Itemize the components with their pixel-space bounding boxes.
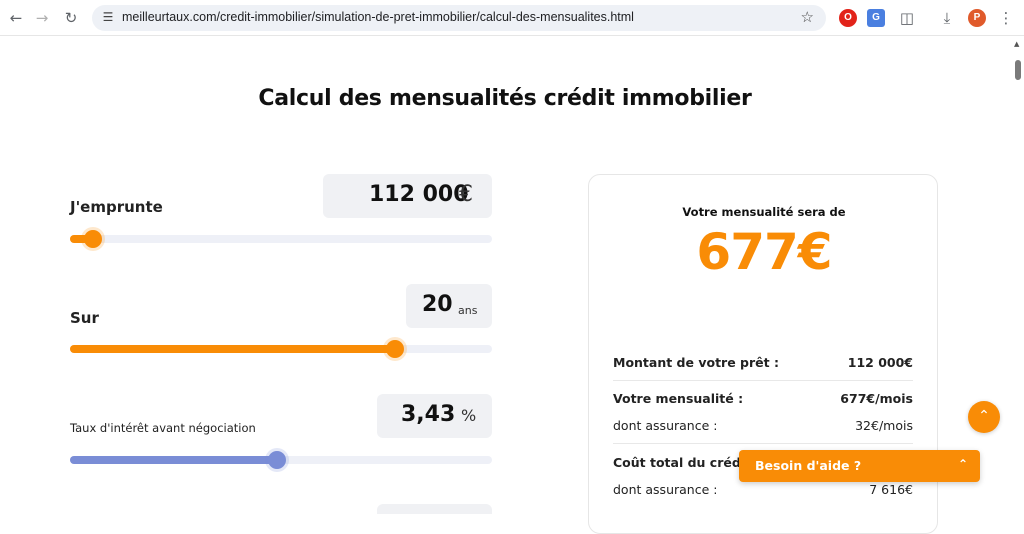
interest-rate-slider-handle[interactable] [267,451,286,469]
result-row-value: 32€/mois [855,418,913,433]
result-row-label: dont assurance : [613,482,718,497]
result-row-label: Votre mensualité : [613,391,744,406]
chevron-up-icon: ⌃ [978,408,990,424]
divider [613,443,913,444]
duration-field[interactable]: 20 ans [406,284,492,328]
url-text: meilleurtaux.com/credit-immobilier/simul… [122,10,634,24]
translate-extension-icon[interactable]: G [867,9,885,27]
menu-dots-icon[interactable]: ⋮ [998,9,1014,27]
loan-amount-field[interactable]: 112 000 € [323,174,492,218]
back-arrow-icon[interactable]: ← [9,9,23,27]
download-icon[interactable]: ⤓ [943,9,951,27]
extensions-puzzle-icon[interactable]: ◫ [899,9,915,27]
interest-rate-slider-fill [70,456,277,464]
help-chat-button[interactable]: Besoin d'aide ? ⌃ [739,450,980,482]
duration-value: 20 [422,292,453,317]
scrollbar-thumb[interactable] [1015,60,1021,80]
scroll-to-top-button[interactable]: ⌃ [968,401,1000,433]
loan-amount-slider-fill [70,235,94,243]
result-row-value: 112 000€ [847,355,913,370]
interest-rate-label: Taux d'intérêt avant négociation [70,421,256,435]
page-scrollbar[interactable]: ▲ [1012,36,1024,512]
duration-unit: ans [458,304,478,317]
forward-arrow-icon[interactable]: → [35,9,49,27]
result-row-label: dont assurance : [613,418,718,433]
interest-rate-field[interactable]: 3,43 % [377,394,492,438]
monthly-payment-amount: 677€ [696,223,832,281]
loan-amount-slider[interactable] [70,230,492,248]
reload-icon[interactable]: ↻ [64,9,78,27]
next-field[interactable] [377,504,492,514]
site-settings-icon[interactable]: ☰ [102,10,114,24]
duration-slider-handle[interactable] [385,340,404,358]
result-row-value: 7 616€ [869,482,913,497]
loan-amount-label: J'emprunte [70,198,163,216]
interest-rate-unit: % [461,406,477,425]
duration-slider-fill [70,345,395,353]
scroll-up-icon[interactable]: ▲ [1014,40,1020,48]
interest-rate-slider[interactable] [70,451,492,469]
browser-toolbar: ← → ↻ ☰ meilleurtaux.com/credit-immobili… [0,0,1024,36]
duration-slider[interactable] [70,340,492,358]
result-heading: Votre mensualité sera de [682,205,846,219]
result-row-label: Montant de votre prêt : [613,355,779,370]
result-row-value: 677€/mois [840,391,913,406]
interest-rate-value: 3,43 [401,402,456,427]
loan-amount-slider-handle[interactable] [84,230,103,248]
bookmark-star-icon[interactable]: ☆ [800,8,814,26]
address-bar[interactable]: ☰ meilleurtaux.com/credit-immobilier/sim… [92,5,826,31]
result-row-label: Coût total du crédit [613,455,752,470]
profile-avatar[interactable]: P [968,9,986,27]
divider [613,380,913,381]
page-title: Calcul des mensualités crédit immobilier [258,86,752,111]
help-label: Besoin d'aide ? [755,458,862,473]
opera-extension-icon[interactable]: O [839,9,857,27]
loan-amount-value: 112 000 [369,182,469,207]
loan-amount-unit: € [459,182,473,207]
chevron-up-icon: ⌃ [957,457,968,471]
duration-label: Sur [70,309,99,327]
